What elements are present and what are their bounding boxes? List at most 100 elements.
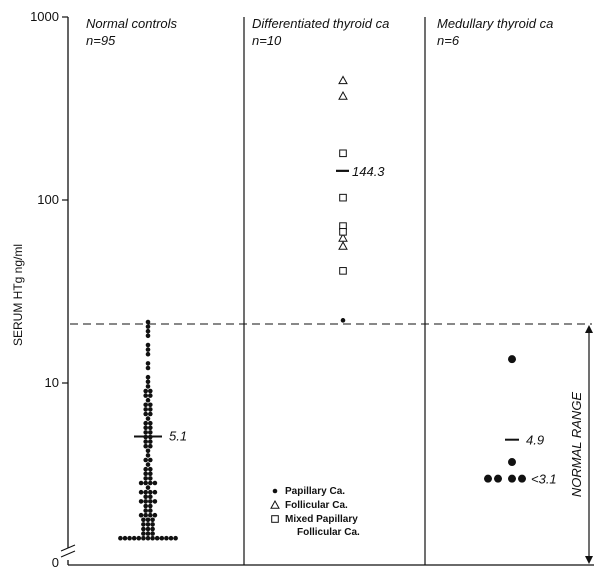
data-point (339, 228, 347, 236)
arrow-head-up (585, 325, 593, 334)
data-point (338, 241, 348, 250)
data-point (152, 499, 158, 504)
data-point (143, 443, 148, 449)
median-label: 5.1 (169, 429, 187, 444)
data-point (143, 503, 148, 509)
data-point (148, 503, 153, 509)
data-point (145, 374, 151, 380)
data-point (168, 535, 174, 541)
legend-label: Papillary Ca. (285, 486, 345, 497)
data-point (143, 420, 148, 426)
annotations: 5.1 144.3 4.9 <3.1 NORMAL RANGE (134, 164, 593, 564)
axis-break-mark (60, 550, 76, 558)
data-point (148, 425, 153, 431)
data-marks (118, 75, 526, 541)
data-point (148, 499, 153, 504)
data-point (148, 393, 153, 398)
legend-marker (271, 515, 279, 523)
data-point (159, 535, 165, 541)
data-point (145, 328, 151, 334)
data-point (141, 517, 146, 523)
data-point (145, 448, 151, 454)
arrow-head-down (585, 556, 593, 564)
data-point (143, 457, 148, 463)
data-point (131, 535, 137, 541)
data-point (141, 526, 146, 532)
data-point (508, 355, 516, 364)
y-axis-title: SERUM HTg ng/ml (11, 244, 25, 346)
data-point (148, 411, 153, 417)
data-point (143, 402, 148, 408)
data-point (148, 480, 153, 486)
data-point (148, 512, 153, 518)
panel-title: Differentiated thyroid ca (252, 16, 389, 31)
data-point (143, 476, 148, 481)
data-point (145, 535, 151, 541)
data-point (494, 474, 502, 483)
data-point (145, 347, 151, 352)
data-point (145, 531, 151, 536)
panel-n-label: n=6 (437, 33, 460, 48)
panel-titles: Normal controls n=95 Differentiated thyroi… (86, 16, 553, 48)
data-point (145, 485, 151, 490)
data-point (145, 342, 151, 348)
panel-n-label: n=95 (86, 33, 116, 48)
data-point (152, 489, 158, 495)
data-point (150, 535, 155, 541)
below-limit-label: <3.1 (531, 472, 557, 487)
data-point (145, 453, 151, 458)
legend-marker (272, 488, 278, 494)
data-point (145, 522, 151, 527)
data-point (154, 535, 160, 541)
data-point (145, 324, 151, 329)
data-point (145, 397, 151, 403)
data-point (148, 420, 153, 426)
data-point (508, 458, 516, 467)
data-point (136, 535, 142, 541)
data-point (145, 365, 151, 371)
data-point (143, 466, 148, 472)
data-point (150, 517, 155, 523)
data-point (150, 522, 155, 527)
data-point (145, 384, 151, 389)
legend-label-line2: Follicular Ca. (297, 527, 360, 538)
panel-n-label: n=10 (252, 33, 282, 48)
data-point (143, 512, 148, 518)
data-point (148, 430, 153, 435)
data-point (145, 319, 151, 325)
median-label: 4.9 (526, 433, 544, 448)
data-point (148, 388, 153, 394)
data-point (122, 535, 128, 541)
data-point (148, 443, 153, 449)
data-point (148, 471, 153, 477)
data-point (145, 517, 151, 523)
data-point (148, 494, 153, 500)
data-point (148, 466, 153, 472)
data-point (145, 416, 151, 421)
data-point (518, 474, 526, 483)
data-point (484, 474, 492, 483)
panel-title: Medullary thyroid ca (437, 16, 553, 31)
axis-break-mark (60, 544, 76, 552)
data-point (138, 489, 144, 495)
data-point (150, 531, 155, 536)
data-point (138, 499, 144, 504)
data-point (145, 351, 151, 357)
data-point (138, 512, 144, 518)
y-tick-label: 100 (37, 192, 59, 207)
y-tick-label: 1000 (30, 9, 59, 24)
data-point (145, 526, 151, 532)
data-point (148, 457, 153, 463)
legend: Papillary Ca. Follicular Ca. Mixed Papilla… (270, 486, 360, 538)
data-point (338, 75, 348, 85)
median-label: 144.3 (352, 164, 385, 179)
data-point (143, 494, 148, 500)
data-point (145, 462, 151, 467)
data-point (508, 474, 516, 483)
data-point (145, 379, 151, 385)
y-tick-label-zero: 0 (52, 555, 59, 568)
data-point (118, 535, 123, 541)
data-point (145, 361, 151, 366)
data-point (138, 480, 144, 486)
